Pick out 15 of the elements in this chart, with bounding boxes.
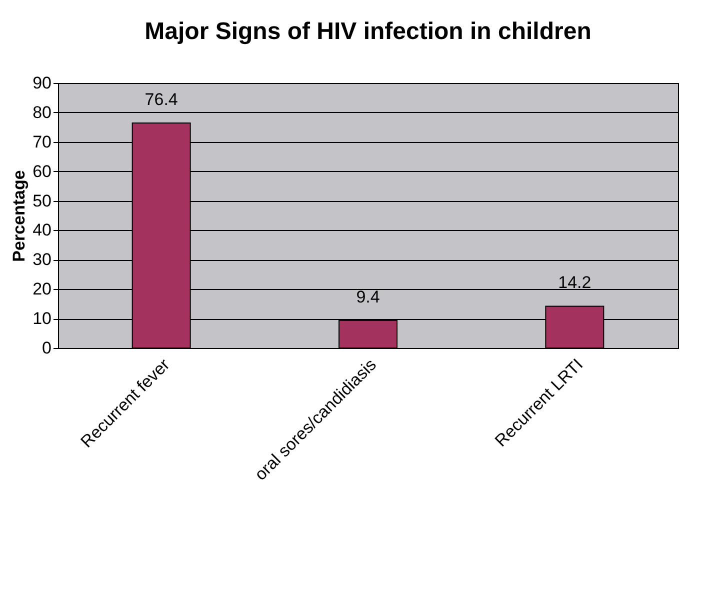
y-tick-label: 70	[32, 132, 52, 152]
y-tick-label: 20	[32, 280, 52, 299]
y-tick-label: 30	[32, 250, 52, 270]
y-tick-label: 40	[32, 220, 52, 240]
y-axis-title: Percentage	[10, 170, 29, 262]
y-tick-label: 80	[32, 102, 52, 122]
y-tick-label: 60	[32, 162, 52, 181]
chart-title: Major Signs of HIV infection in children	[144, 18, 592, 45]
y-tick-label: 10	[32, 309, 52, 328]
y-tick-label: 0	[42, 338, 52, 358]
y-tick-label: 50	[32, 191, 52, 210]
data-label: 14.2	[558, 273, 592, 292]
y-tick-label: 90	[32, 74, 52, 92]
data-label: 9.4	[356, 287, 380, 306]
data-label: 76.4	[144, 90, 178, 110]
